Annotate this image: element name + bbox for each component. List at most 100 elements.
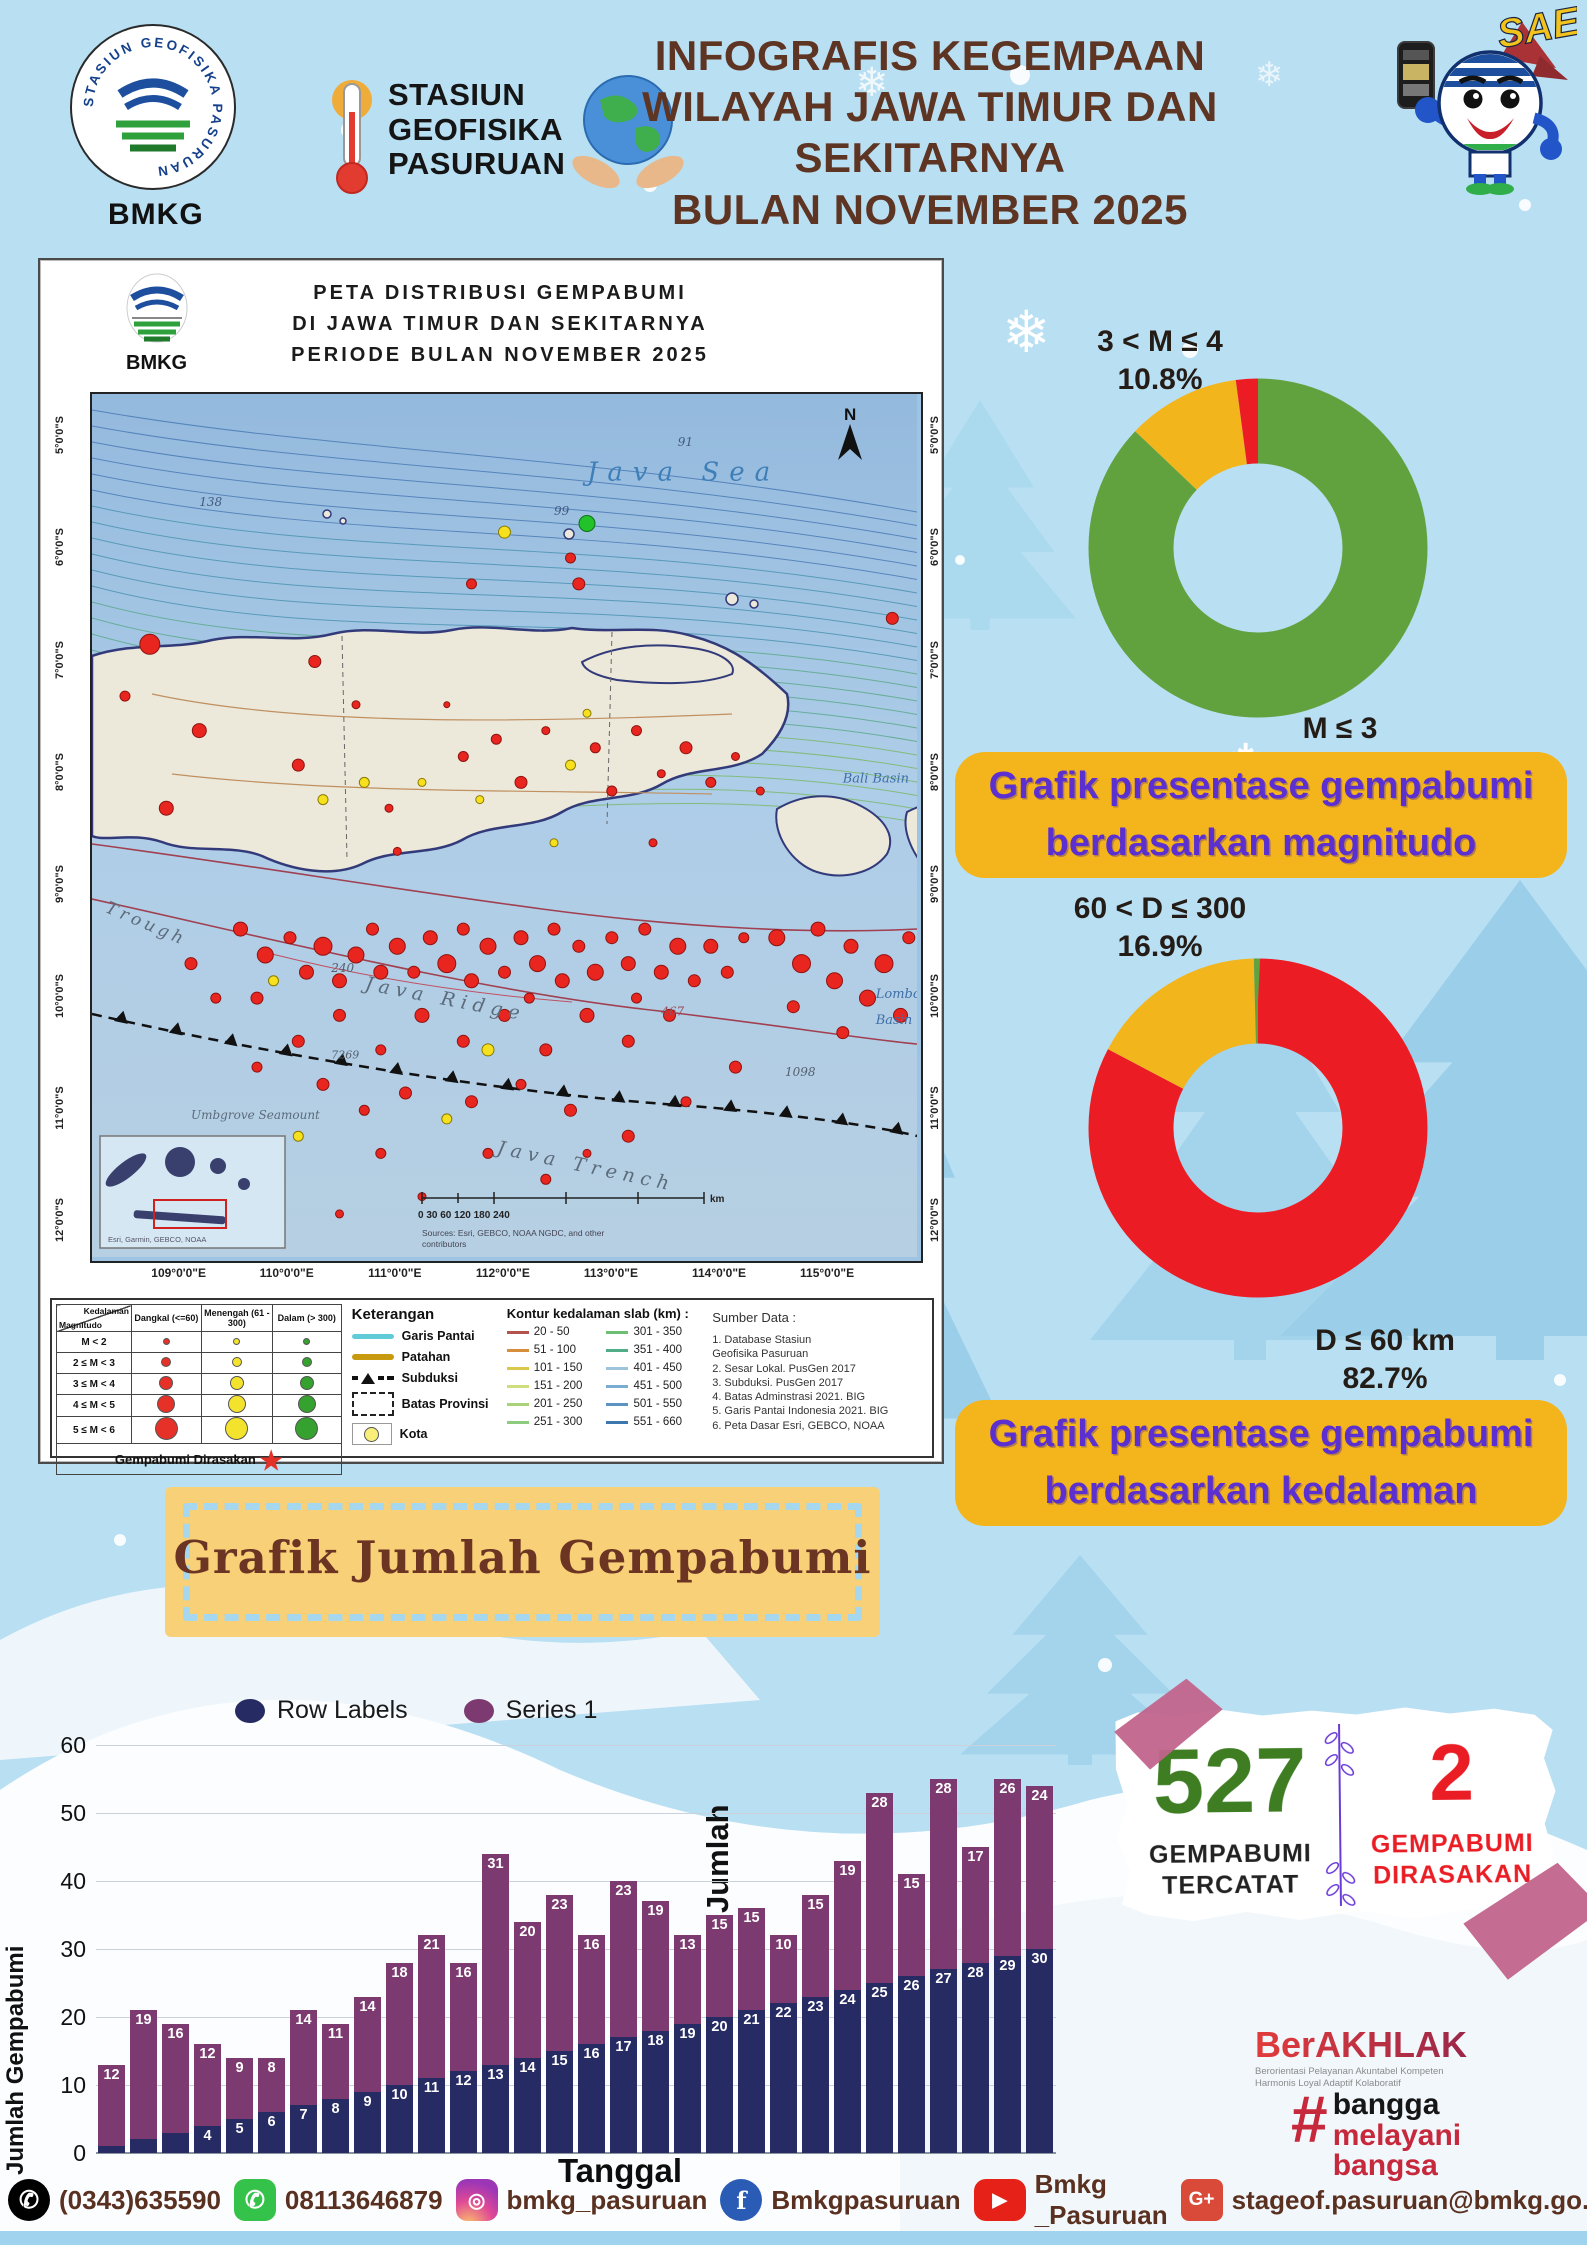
bar-section-title-box: Grafik Jumlah Gempabumi — [165, 1487, 880, 1637]
bar-day-17: 23 17 — [610, 1881, 637, 2153]
epicenter-dot — [549, 838, 559, 848]
epicenter-dot — [529, 955, 546, 973]
legend-dot-icon — [235, 1698, 265, 1723]
contact-phone[interactable]: ✆ (0343)635590 — [8, 2179, 221, 2221]
map-place-label: Basin — [875, 1013, 913, 1028]
epicenter-dot — [621, 1034, 635, 1048]
lon-tick: 110°0'0"E — [259, 1266, 314, 1280]
donut-slice — [1088, 378, 1428, 718]
rowlabels-segment: 19 — [674, 2023, 701, 2153]
lon-tick: 112°0'0"E — [475, 1266, 530, 1280]
epicenter-dot — [606, 785, 618, 797]
lat-tick: 12°0'0"S — [54, 1198, 66, 1243]
legend-magnitude-dot — [225, 1417, 249, 1440]
epicenter-dot — [119, 690, 131, 702]
seal-bmkg-label: BMKG — [108, 198, 204, 231]
donut-slice — [1088, 378, 1428, 718]
lat-tick: 5°0'0"S — [929, 416, 941, 455]
kontur-item: 251 - 300 — [506, 1416, 605, 1428]
contact-whatsapp[interactable]: ✆ 08113646879 — [233, 2179, 443, 2221]
banner-line: Grafik presentase gempabumi — [988, 1413, 1534, 1455]
rowlabels-segment: 4 — [194, 2125, 221, 2153]
whatsapp-icon: ✆ — [233, 2179, 276, 2221]
facebook-icon: f — [720, 2179, 763, 2221]
bar-day-27: 28 27 — [930, 1779, 957, 2153]
snowflake-icon: ❄ — [1002, 300, 1051, 365]
series1-segment: 20 — [514, 1921, 541, 2058]
y-tick: 40 — [60, 1868, 86, 1894]
contact-instagram[interactable]: ◎ bmkg_pasuruan — [455, 2179, 707, 2221]
kontur-item: 201 - 250 — [506, 1398, 605, 1410]
legend-magnitude-dot — [297, 1395, 316, 1413]
keterangan-legend: Keterangan Garis Pantai Patahan Subduksi Ba… — [342, 1300, 501, 1456]
contact-label: (0343)635590 — [59, 2184, 221, 2215]
thermometer-icon — [332, 80, 372, 194]
lat-tick: 6°0'0"S — [929, 528, 941, 567]
epicenter-dot — [375, 1044, 387, 1056]
series1-segment: 16 — [578, 1935, 605, 2045]
contact-facebook[interactable]: f Bmkgpasuruan — [720, 2179, 961, 2221]
contact-youtube[interactable]: ▶ Bmkg _Pasuruan — [973, 2169, 1168, 2231]
lat-tick: 11°0'0"S — [929, 1086, 941, 1130]
depth-donut-label-mid: 60 < D ≤ 300 16.9% — [1020, 890, 1300, 965]
epicenter-dot — [358, 1104, 370, 1116]
epicenter-dot — [268, 975, 279, 987]
map-place-label: 467 — [660, 1004, 684, 1018]
epicenter-dot — [335, 1209, 344, 1219]
epicenter-dot — [283, 931, 297, 945]
slice-label: M ≤ 3 — [1302, 712, 1378, 745]
kontur-item: 401 - 450 — [606, 1362, 704, 1374]
rowlabels-segment: 11 — [418, 2078, 445, 2153]
sumber-title: Sumber Data : — [712, 1310, 797, 1325]
legend-magnitude-dot — [233, 1337, 241, 1345]
epicenter-dot — [755, 786, 765, 796]
legend-dot-icon — [463, 1698, 494, 1723]
keterangan-title: Keterangan — [351, 1306, 435, 1323]
rowlabels-segment: 9 — [354, 2091, 381, 2153]
felt-star-icon: ★ — [259, 1445, 283, 1476]
rowlabels-segment: 24 — [834, 1989, 861, 2153]
globe-hands-icon — [572, 75, 684, 189]
bar-day-4: 12 4 — [194, 2044, 221, 2153]
bar-day-19: 13 19 — [674, 1935, 701, 2153]
legend-magnitude-dot — [231, 1356, 242, 1367]
legend-magnitude-dot — [229, 1375, 244, 1390]
epicenter-dot — [582, 1148, 592, 1158]
series1-segment: 23 — [610, 1881, 637, 2038]
map-place-label: 91 — [678, 435, 693, 449]
epicenter-dot — [250, 991, 264, 1005]
bar-day-8: 11 8 — [322, 2023, 349, 2153]
donut-slice — [1088, 958, 1428, 1298]
kontur-item: 20 - 50 — [506, 1326, 605, 1338]
bar-day-21: 15 21 — [738, 1908, 765, 2153]
keterangan-item: Subduksi — [351, 1371, 497, 1385]
berakhlak-subtitle: Harmonis Loyal Adaptif Kolaboratif — [1255, 2078, 1401, 2090]
epicenter-dot — [490, 733, 502, 745]
map-place-label: 99 — [554, 504, 570, 518]
epicenter-dot — [621, 1129, 635, 1143]
series1-segment: 15 — [706, 1915, 733, 2017]
subduction-swatch-icon — [351, 1372, 394, 1384]
kontur-item: 301 - 350 — [606, 1326, 704, 1338]
banner-line: berdasarkan magnitudo — [1045, 822, 1477, 864]
city-swatch-icon — [351, 1423, 392, 1445]
contact-gplus[interactable]: G+ stageof.pasuruan@bmkg.go.id — [1180, 2179, 1587, 2221]
epicenter-dot — [669, 937, 687, 955]
series1-segment: 18 — [386, 1962, 413, 2085]
epicenter-dot — [539, 1043, 553, 1057]
rowlabels-segment: 17 — [610, 2037, 637, 2153]
province-swatch-icon — [351, 1392, 394, 1416]
legend-magnitude-dot — [161, 1356, 172, 1367]
epicenter-dot — [475, 795, 485, 805]
page-title: INFOGRAFIS KEGEMPAAN WILAYAH JAWA TIMUR … — [550, 30, 1310, 235]
bar-day-3: 16 — [162, 2023, 189, 2153]
rowlabels-segment: 16 — [578, 2044, 605, 2153]
dashed-border — [183, 1503, 862, 1621]
bmkg-seal: STASIUN GEOFISIKA PASURUAN — [70, 24, 236, 190]
lat-tick: 7°0'0"S — [929, 640, 941, 679]
slice-pct: 10.8% — [1117, 362, 1203, 396]
page-title-line1: INFOGRAFIS KEGEMPAAN — [654, 32, 1206, 79]
depth-banner: Grafik presentase gempabumi berdasarkan … — [955, 1400, 1567, 1526]
